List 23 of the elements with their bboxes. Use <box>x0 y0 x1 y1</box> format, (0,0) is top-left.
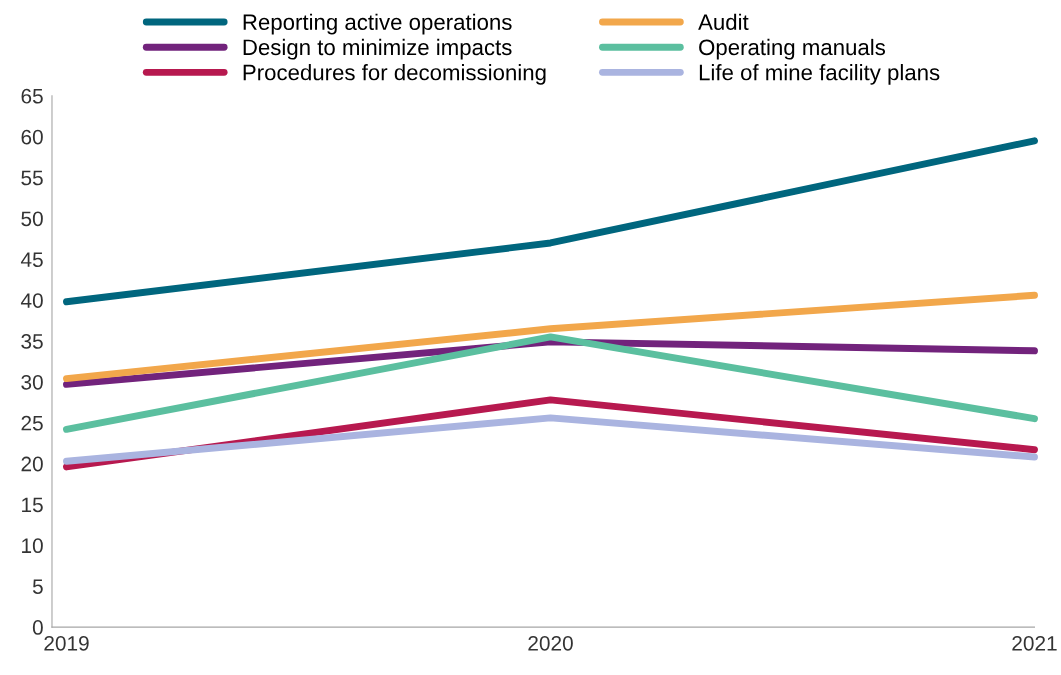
legend-label: Reporting active operations <box>243 13 512 35</box>
y-tick-label: 10 <box>22 538 43 554</box>
legend-label: Procedures for decomissioning <box>243 64 546 85</box>
y-tick-label: 55 <box>21 170 43 186</box>
y-tick-label: 60 <box>21 129 43 145</box>
legend-label: Design to minimize impacts <box>243 38 512 60</box>
legend-label: Operating manuals <box>699 38 886 60</box>
y-tick-label: 50 <box>21 211 43 227</box>
y-tick-label: 45 <box>20 252 43 268</box>
legend-label: Life of mine facility plans <box>699 64 940 85</box>
x-tick-label: 2020 <box>528 635 573 651</box>
y-tick-label: 5 <box>32 579 43 594</box>
y-tick-label: 25 <box>21 415 43 431</box>
x-tick-label: 2019 <box>44 635 89 651</box>
y-tick-label: 35 <box>21 334 43 349</box>
y-tick-label: 30 <box>21 374 43 390</box>
y-tick-label: 15 <box>22 497 43 513</box>
y-tick-label: 65 <box>21 88 43 104</box>
legend-label: Audit <box>698 13 749 31</box>
y-tick-label: 40 <box>20 293 43 308</box>
x-tick-label: 2021 <box>1012 635 1057 651</box>
y-tick-label: 20 <box>21 456 43 472</box>
y-tick-label: 0 <box>32 620 43 635</box>
